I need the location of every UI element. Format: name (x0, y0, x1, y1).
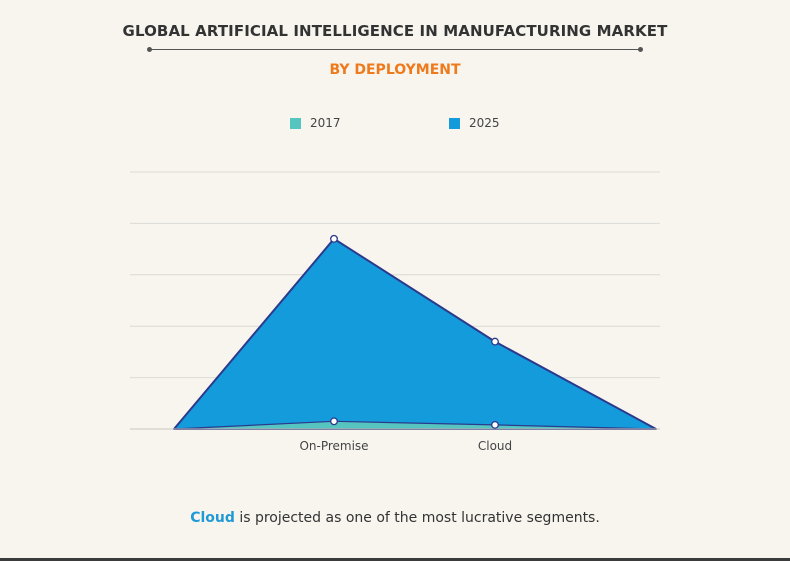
chart-title: GLOBAL ARTIFICIAL INTELLIGENCE IN MANUFA… (122, 22, 668, 40)
footnote: Cloud is projected as one of the most lu… (0, 510, 790, 526)
x-tick-label-cloud: Cloud (478, 439, 512, 453)
x-tick-label-on-premise: On-Premise (299, 439, 368, 453)
divider-dot-right (638, 47, 643, 52)
legend-swatch-2025 (449, 117, 460, 129)
data-point-2017-cloud (491, 420, 499, 429)
legend-label-2017: 2017 (310, 116, 341, 130)
legend-item-2025: 2025 (449, 116, 500, 130)
legend-label-2025: 2025 (469, 116, 500, 130)
data-point-2017-on-premise (330, 417, 338, 426)
divider-dot-left (147, 47, 152, 52)
legend-swatch-2017 (290, 117, 301, 129)
footnote-text: is projected as one of the most lucrativ… (234, 510, 600, 526)
area-series-2025 (173, 237, 657, 430)
chart-subtitle: BY DEPLOYMENT (329, 62, 461, 78)
legend-item-2017: 2017 (290, 116, 341, 130)
title-divider (149, 49, 641, 50)
bottom-border (0, 558, 790, 561)
footnote-highlight: Cloud (190, 510, 235, 526)
data-point-2025-cloud (491, 337, 499, 346)
data-point-2025-on-premise (330, 234, 338, 243)
